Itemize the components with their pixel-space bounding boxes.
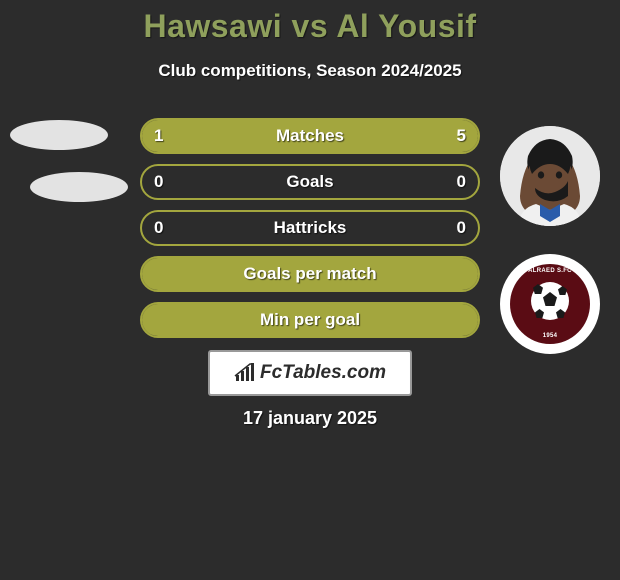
- stat-label: Goals: [142, 172, 478, 192]
- brand-text: FcTables.com: [260, 362, 386, 384]
- comparison-title: Hawsawi vs Al Yousif: [0, 0, 620, 45]
- brand-watermark: FcTables.com: [208, 350, 412, 396]
- stat-label: Min per goal: [142, 310, 478, 330]
- bar-chart-icon: [234, 363, 256, 383]
- comparison-subtitle: Club competitions, Season 2024/2025: [0, 61, 620, 81]
- stats-container: 15Matches 00Goals 00Hattricks Goals per mat…: [0, 118, 620, 348]
- stat-row: 00Hattricks: [140, 210, 480, 246]
- stat-row: 15Matches: [140, 118, 480, 154]
- stat-label: Goals per match: [142, 264, 478, 284]
- stat-row: 00Goals: [140, 164, 480, 200]
- stat-label: Hattricks: [142, 218, 478, 238]
- stat-row: Min per goal: [140, 302, 480, 338]
- stat-row: Goals per match: [140, 256, 480, 292]
- stat-label: Matches: [142, 126, 478, 146]
- snapshot-date: 17 january 2025: [0, 408, 620, 429]
